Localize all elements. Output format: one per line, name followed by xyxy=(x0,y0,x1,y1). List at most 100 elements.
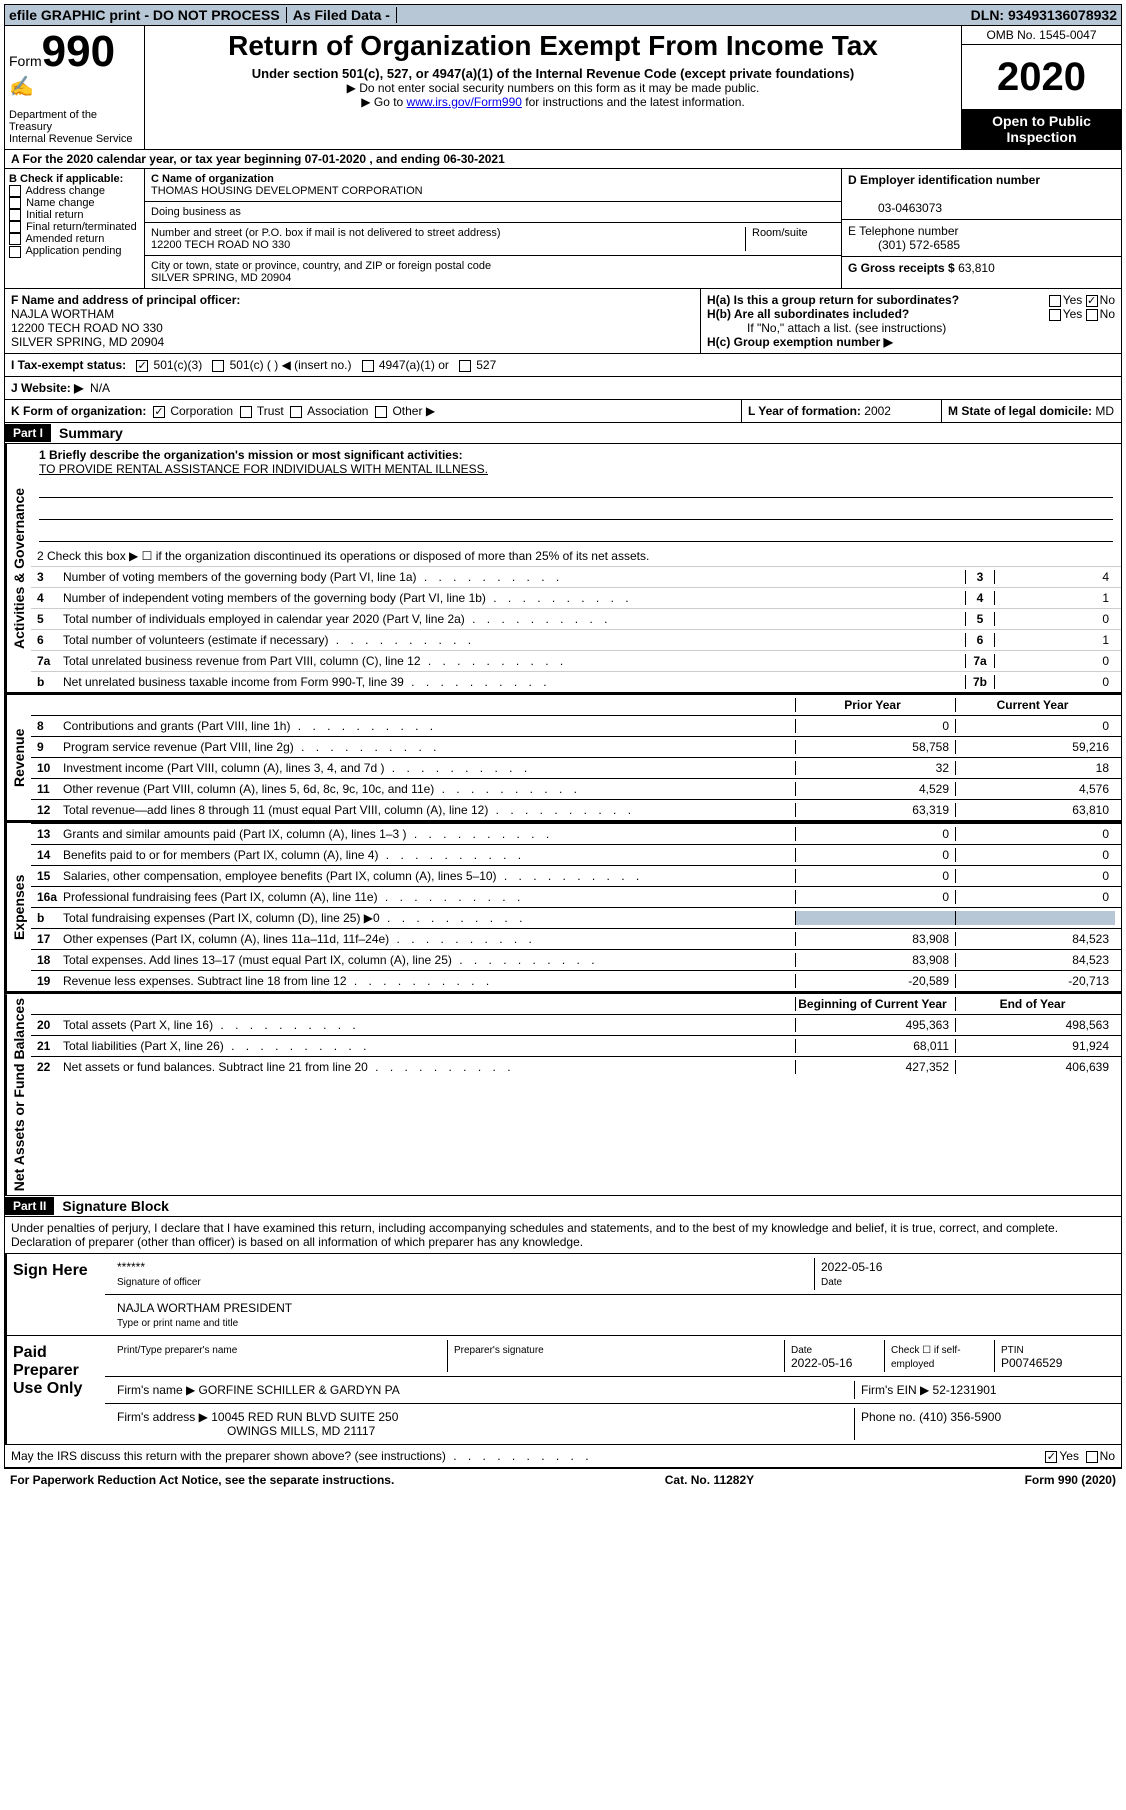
may-irs-row: May the IRS discuss this return with the… xyxy=(5,1444,1121,1467)
chk-corp[interactable]: ✓ xyxy=(153,406,165,418)
chk-ha-no[interactable]: ✓ xyxy=(1086,295,1098,307)
firm-addr2: OWINGS MILLS, MD 21117 xyxy=(117,1424,375,1438)
part2-header: Part II Signature Block xyxy=(4,1196,1122,1217)
mission-lbl: 1 Briefly describe the organization's mi… xyxy=(39,448,463,462)
form-word: Form xyxy=(9,53,42,69)
vtab-ag: Activities & Governance xyxy=(5,444,31,692)
klm-row: K Form of organization: ✓ Corporation Tr… xyxy=(4,400,1122,423)
year-formation: 2002 xyxy=(864,404,891,418)
chk-final-return[interactable] xyxy=(9,221,21,233)
form-subtitle: Under section 501(c), 527, or 4947(a)(1)… xyxy=(153,66,953,81)
section-activities-governance: Activities & Governance 1 Briefly descri… xyxy=(4,444,1122,693)
ag-line: bNet unrelated business taxable income f… xyxy=(31,672,1121,692)
part1-header: Part I Summary xyxy=(4,423,1122,444)
k-lbl: K Form of organization: xyxy=(11,404,146,418)
dln-label: DLN: xyxy=(971,7,1004,23)
chk-527[interactable] xyxy=(459,360,471,372)
col-l: L Year of formation: 2002 xyxy=(741,400,941,422)
data-line: 8Contributions and grants (Part VIII, li… xyxy=(31,715,1121,736)
officer-name-lbl: Type or print name and title xyxy=(117,1318,238,1329)
part2-title: Signature Block xyxy=(54,1196,177,1216)
chk-hb-no[interactable] xyxy=(1086,309,1098,321)
preparer-row: Paid Preparer Use Only Print/Type prepar… xyxy=(5,1335,1121,1444)
hb-lbl: H(b) Are all subordinates included? xyxy=(707,307,909,321)
data-line: 10Investment income (Part VIII, column (… xyxy=(31,757,1121,778)
firm-phone-lbl: Phone no. xyxy=(861,1410,916,1424)
addr-lbl: Number and street (or P.O. box if mail i… xyxy=(151,227,501,239)
line-2: 2 Check this box ▶ ☐ if the organization… xyxy=(31,546,1121,567)
section-expenses: Expenses 13Grants and similar amounts pa… xyxy=(4,821,1122,992)
sig-declaration: Under penalties of perjury, I declare th… xyxy=(5,1217,1121,1253)
row-i: I Tax-exempt status: ✓ 501(c)(3) 501(c) … xyxy=(4,354,1122,377)
addr-val: 12200 TECH ROAD NO 330 xyxy=(151,239,290,251)
header-left: Form990 ✍ Department of the Treasury Int… xyxy=(5,26,145,149)
irs-link[interactable]: www.irs.gov/Form990 xyxy=(407,95,522,109)
chk-name-change[interactable] xyxy=(9,197,21,209)
part1-title: Summary xyxy=(51,423,131,443)
data-line: 11Other revenue (Part VIII, column (A), … xyxy=(31,778,1121,799)
chk-trust[interactable] xyxy=(240,406,252,418)
data-line: 12Total revenue—add lines 8 through 11 (… xyxy=(31,799,1121,820)
chk-501c3[interactable]: ✓ xyxy=(136,360,148,372)
header-mid: Return of Organization Exempt From Incom… xyxy=(145,26,961,149)
m-lbl: M State of legal domicile: xyxy=(948,404,1092,418)
prep-h5: PTIN xyxy=(1001,1345,1024,1356)
col-f: F Name and address of principal officer:… xyxy=(5,289,701,353)
form-note1: ▶ Do not enter social security numbers o… xyxy=(153,81,953,95)
col-k: K Form of organization: ✓ Corporation Tr… xyxy=(5,400,741,422)
prep-date: 2022-05-16 xyxy=(791,1356,852,1370)
omb-number: OMB No. 1545-0047 xyxy=(962,26,1121,45)
mission-text: TO PROVIDE RENTAL ASSISTANCE FOR INDIVID… xyxy=(39,462,488,476)
form-note2: ▶ Go to www.irs.gov/Form990 for instruct… xyxy=(153,95,953,109)
vtab-net-assets: Net Assets or Fund Balances xyxy=(5,994,31,1195)
b-label: B Check if applicable: xyxy=(9,173,140,185)
ag-line: 4Number of independent voting members of… xyxy=(31,588,1121,609)
chk-assoc[interactable] xyxy=(290,406,302,418)
f-lbl: F Name and address of principal officer: xyxy=(11,293,240,307)
hb-note: If "No," attach a list. (see instruction… xyxy=(707,321,1115,335)
tax-year: 2020 xyxy=(962,45,1121,109)
prep-h3: Date xyxy=(791,1345,812,1356)
chk-4947[interactable] xyxy=(362,360,374,372)
data-line: 16aProfessional fundraising fees (Part I… xyxy=(31,886,1121,907)
fh-row: F Name and address of principal officer:… xyxy=(4,289,1122,354)
irs-text: Internal Revenue Service xyxy=(9,133,140,145)
signature-section: Under penalties of perjury, I declare th… xyxy=(4,1217,1122,1468)
officer-name-title: NAJLA WORTHAM PRESIDENT xyxy=(117,1301,292,1315)
data-line: 13Grants and similar amounts paid (Part … xyxy=(31,823,1121,844)
sig-date: 2022-05-16 xyxy=(821,1260,882,1274)
chk-initial-return[interactable] xyxy=(9,209,21,221)
prep-h1: Print/Type preparer's name xyxy=(117,1345,237,1356)
sign-here-lbl: Sign Here xyxy=(5,1254,105,1335)
chk-address-change[interactable] xyxy=(9,185,21,197)
chk-amended-return[interactable] xyxy=(9,233,21,245)
chk-other[interactable] xyxy=(375,406,387,418)
sign-here-row: Sign Here ****** Signature of officer 20… xyxy=(5,1253,1121,1335)
data-line: 18Total expenses. Add lines 13–17 (must … xyxy=(31,949,1121,970)
col-b: B Check if applicable: Address change Na… xyxy=(5,169,145,288)
d-lbl: D Employer identification number xyxy=(848,173,1040,187)
prep-h4: Check ☐ if self-employed xyxy=(891,1345,961,1370)
chk-discuss-no[interactable] xyxy=(1086,1451,1098,1463)
chk-ha-yes[interactable] xyxy=(1049,295,1061,307)
col-prior-year: Prior Year xyxy=(795,698,955,712)
preparer-lbl: Paid Preparer Use Only xyxy=(5,1336,105,1444)
e-lbl: E Telephone number xyxy=(848,224,959,238)
ein-val: 03-0463073 xyxy=(848,201,942,215)
dln-value: 93493136078932 xyxy=(1008,7,1117,23)
chk-discuss-yes[interactable]: ✓ xyxy=(1045,1451,1057,1463)
data-line: 20Total assets (Part X, line 16)495,3634… xyxy=(31,1014,1121,1035)
i-lbl: I Tax-exempt status: xyxy=(11,358,126,372)
header-right: OMB No. 1545-0047 2020 Open to Public In… xyxy=(961,26,1121,149)
topbar: efile GRAPHIC print - DO NOT PROCESS As … xyxy=(4,4,1122,26)
ag-line: 7aTotal unrelated business revenue from … xyxy=(31,651,1121,672)
ag-line: 5Total number of individuals employed in… xyxy=(31,609,1121,630)
hc-lbl: H(c) Group exemption number ▶ xyxy=(707,335,893,349)
section-net-assets: Net Assets or Fund Balances Beginning of… xyxy=(4,992,1122,1196)
chk-501c[interactable] xyxy=(212,360,224,372)
chk-application-pending[interactable] xyxy=(9,246,21,258)
part1-hdr: Part I xyxy=(5,424,51,442)
may-irs-text: May the IRS discuss this return with the… xyxy=(11,1449,593,1463)
data-line: 19Revenue less expenses. Subtract line 1… xyxy=(31,970,1121,991)
chk-hb-yes[interactable] xyxy=(1049,309,1061,321)
